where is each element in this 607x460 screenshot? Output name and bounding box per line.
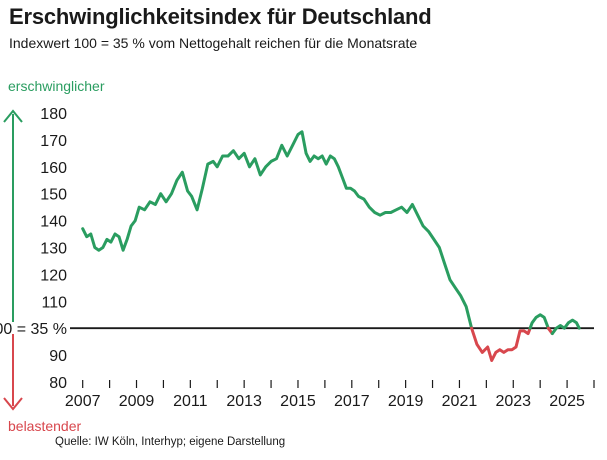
- series-line-group: [81, 130, 581, 362]
- x-tick-label: 2023: [495, 393, 531, 410]
- y-tick-label: 160: [40, 160, 67, 177]
- x-tick-label: 2009: [119, 393, 155, 410]
- y-tick-label: 130: [40, 241, 67, 258]
- x-tick-label: 2017: [334, 393, 370, 410]
- y-tick-label: 120: [40, 267, 67, 284]
- y-axis: 80 90 100 = 35 % 110 120 130 140 150 160 170 180: [0, 106, 67, 392]
- arrow-up-icon: [3, 109, 23, 322]
- upper-direction-label: erschwinglicher: [8, 78, 105, 94]
- y-tick-label: 90: [49, 348, 67, 365]
- x-tick-label: 2015: [280, 393, 316, 410]
- y-tick-label: 180: [40, 106, 67, 123]
- series-line-above-100: [81, 130, 474, 330]
- y-tick-label: 150: [40, 187, 67, 204]
- y-tick-label: 100 = 35 %: [0, 321, 67, 338]
- y-tick-label: 80: [49, 375, 67, 392]
- y-tick-label: 140: [40, 214, 67, 231]
- chart-subtitle: Indexwert 100 = 35 % vom Nettogehalt rei…: [9, 35, 418, 51]
- y-tick-label: 110: [41, 294, 67, 311]
- arrow-down-icon: [3, 334, 23, 411]
- lower-direction-label: belastender: [8, 418, 82, 434]
- chart-title: Erschwinglichkeitsindex für Deutschland: [9, 4, 432, 29]
- series-line-above-100: [528, 313, 550, 330]
- x-tick-label: 2021: [442, 393, 478, 410]
- x-tick-label: 2011: [173, 393, 208, 410]
- series-line-above-100: [550, 318, 581, 336]
- y-tick-label: 170: [40, 133, 67, 150]
- x-tick-label: 2013: [226, 393, 262, 410]
- source-note: Quelle: IW Köln, Interhyp; eigene Darste…: [55, 436, 286, 448]
- x-tick-label: 2025: [549, 393, 585, 410]
- series-line-below-100: [470, 326, 532, 362]
- x-tick-label: 2019: [388, 393, 424, 410]
- x-axis: 2007 2009 2011 2013 2015 2017 2019 2021 2023 2025: [65, 380, 595, 410]
- x-tick-label: 2007: [65, 393, 101, 410]
